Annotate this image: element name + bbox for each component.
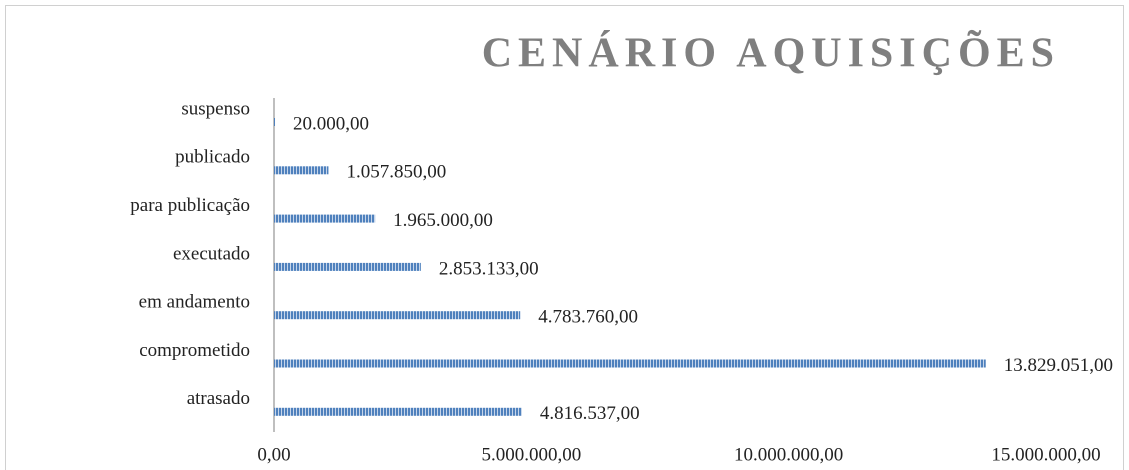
- data-label: 4.816.537,00: [540, 403, 640, 424]
- bar: [274, 359, 986, 368]
- y-tick-label: atrasado: [187, 388, 250, 409]
- x-tick-label: 10.000.000,00: [734, 444, 843, 465]
- x-tick-label: 15.000.000,00: [991, 444, 1100, 465]
- data-label: 20.000,00: [293, 113, 369, 134]
- y-tick-label: publicado: [175, 147, 250, 168]
- y-tick-label: comprometido: [139, 340, 250, 361]
- chart-frame: [5, 5, 1124, 470]
- data-label: 1.965.000,00: [393, 210, 493, 231]
- y-tick-label: suspenso: [181, 98, 250, 119]
- y-tick-label: para publicação: [130, 195, 250, 216]
- bar: [274, 262, 421, 271]
- data-label: 2.853.133,00: [439, 258, 539, 279]
- chart-title: CENÁRIO AQUISIÇÕES: [482, 30, 1060, 77]
- y-tick-label: executado: [173, 243, 250, 264]
- bar: [274, 407, 522, 416]
- bar: [274, 311, 521, 320]
- x-tick-label: 5.000.000,00: [481, 444, 581, 465]
- x-tick-label: 0,00: [257, 444, 290, 465]
- bar: [274, 214, 376, 223]
- data-label: 1.057.850,00: [346, 162, 446, 183]
- data-label: 4.783.760,00: [538, 307, 638, 328]
- y-tick-label: em andamento: [139, 292, 250, 313]
- bar: [274, 118, 276, 126]
- bar: [274, 166, 329, 175]
- data-label: 13.829.051,00: [1004, 355, 1113, 376]
